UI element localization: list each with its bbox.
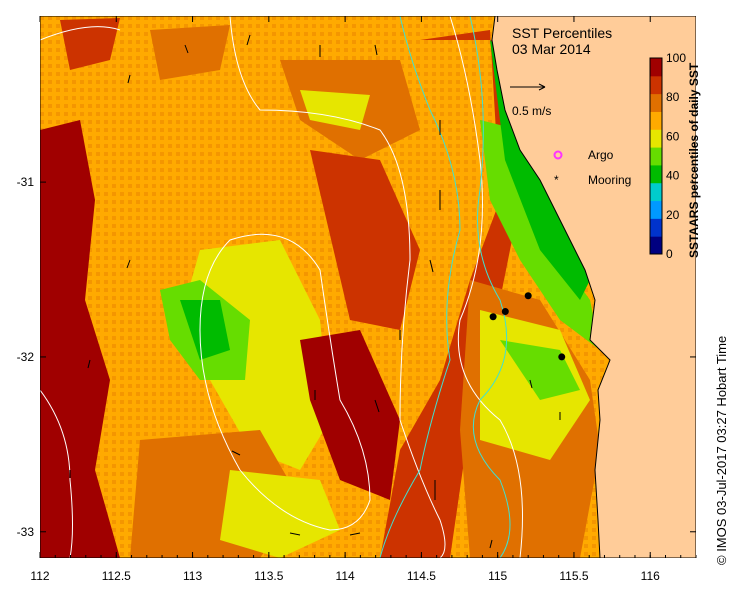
mooring-marker-icon: * [554, 173, 559, 187]
colorbar-segment [650, 93, 662, 112]
x-tick-label: 115.5 [559, 569, 588, 583]
scale-arrow-label: 0.5 m/s [512, 104, 551, 118]
x-tick-label: 112 [30, 569, 49, 583]
map-date: 03 Mar 2014 [512, 41, 591, 57]
mooring-point [524, 292, 532, 300]
mooring-markers [489, 292, 566, 361]
colorbar-segment [650, 218, 662, 237]
axes: 112 112.5 113 113.5 114 114.5 115 115.5 116 -31 -3… [17, 16, 697, 583]
colorbar-label: SSTAARS percentiles of daily SST [687, 62, 701, 258]
high-percentile-west [40, 120, 120, 558]
map-title: SST Percentiles [512, 25, 612, 41]
legend-argo-label: Argo [588, 148, 614, 162]
colorbar: 0 20 40 60 80 100 [649, 51, 686, 261]
colorbar-frame [649, 57, 663, 255]
colorbar-tick-label: 100 [666, 51, 686, 65]
x-tick-label: 113 [183, 569, 202, 583]
legend-mooring-label: Mooring [588, 173, 631, 187]
colorbar-segment [650, 200, 662, 219]
colorbar-segment [650, 147, 662, 166]
argo-marker-icon [553, 150, 563, 160]
colorbar-tick-label: 40 [666, 169, 680, 183]
x-tick-label: 113.5 [254, 569, 283, 583]
x-tick-label: 114 [336, 569, 355, 583]
mooring-point [558, 353, 566, 361]
land-mask [491, 16, 696, 558]
colorbar-segment [650, 164, 662, 184]
y-tick-label: -32 [17, 350, 35, 364]
y-tick-label: -33 [17, 525, 35, 539]
y-tick-label: -31 [17, 175, 35, 189]
x-tick-label: 112.5 [102, 569, 131, 583]
credit-text: © IMOS 03-Jul-2017 03:27 Hobart Time [714, 336, 729, 565]
colorbar-tick-label: 60 [666, 129, 680, 143]
scale-arrow [510, 83, 546, 91]
colorbar-tick-label: 0 [666, 247, 673, 261]
colorbar-segment [650, 111, 662, 130]
contour-cyan [379, 16, 461, 558]
mooring-point [501, 307, 509, 315]
colorbar-tick-label: 20 [666, 208, 680, 222]
colorbar-tick-label: 80 [666, 90, 680, 104]
x-tick-label: 115 [488, 569, 507, 583]
x-tick-label: 114.5 [407, 569, 436, 583]
colorbar-segment [650, 58, 662, 77]
colorbar-segment [650, 75, 662, 95]
colorbar-segment [650, 129, 662, 148]
sst-field [40, 16, 696, 558]
current-vectors [69, 34, 561, 549]
legend: Argo * Mooring [553, 148, 631, 187]
colorbar-segment [650, 236, 662, 255]
contour-white [40, 26, 121, 41]
mooring-point [489, 313, 497, 321]
x-tick-label: 116 [641, 569, 660, 583]
colorbar-segment [650, 182, 662, 202]
